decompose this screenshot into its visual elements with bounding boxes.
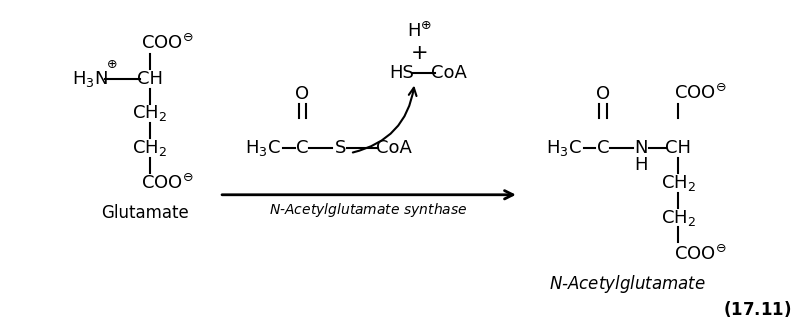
Text: N: N <box>634 139 647 157</box>
FancyArrowPatch shape <box>352 88 417 153</box>
Text: COO$^{\ominus}$: COO$^{\ominus}$ <box>674 84 727 103</box>
Text: CH$_2$: CH$_2$ <box>132 104 167 124</box>
Text: CH$_2$: CH$_2$ <box>132 138 167 158</box>
Text: O: O <box>296 85 310 103</box>
Text: CoA: CoA <box>432 64 467 82</box>
Text: H: H <box>634 156 647 174</box>
Text: $\mathbf{(17.11)}$: $\mathbf{(17.11)}$ <box>723 299 791 319</box>
Text: H$_3$C: H$_3$C <box>245 138 281 158</box>
Text: +: + <box>411 43 429 63</box>
Text: CH$_2$: CH$_2$ <box>661 173 696 193</box>
Text: CH: CH <box>137 70 163 88</box>
Text: COO$^{\ominus}$: COO$^{\ominus}$ <box>142 173 194 193</box>
Text: O: O <box>596 85 610 103</box>
Text: $^{\oplus}$: $^{\oplus}$ <box>107 60 118 78</box>
Text: H$_3$C: H$_3$C <box>546 138 582 158</box>
Text: $N$-Acetylglutamate synthase: $N$-Acetylglutamate synthase <box>269 201 467 219</box>
Text: C: C <box>597 139 610 157</box>
Text: CH$_2$: CH$_2$ <box>661 207 696 227</box>
Text: CH: CH <box>666 139 691 157</box>
Text: COO$^{\ominus}$: COO$^{\ominus}$ <box>674 244 727 264</box>
Text: Glutamate: Glutamate <box>101 204 189 222</box>
Text: COO$^{\ominus}$: COO$^{\ominus}$ <box>142 33 194 53</box>
Text: CoA: CoA <box>376 139 412 157</box>
Text: H$^{\oplus}$: H$^{\oplus}$ <box>407 21 432 41</box>
Text: C: C <box>296 139 308 157</box>
Text: H$_3$N: H$_3$N <box>72 69 108 89</box>
Text: S: S <box>335 139 346 157</box>
Text: HS: HS <box>389 64 414 82</box>
Text: $N$-Acetylglutamate: $N$-Acetylglutamate <box>549 273 706 295</box>
